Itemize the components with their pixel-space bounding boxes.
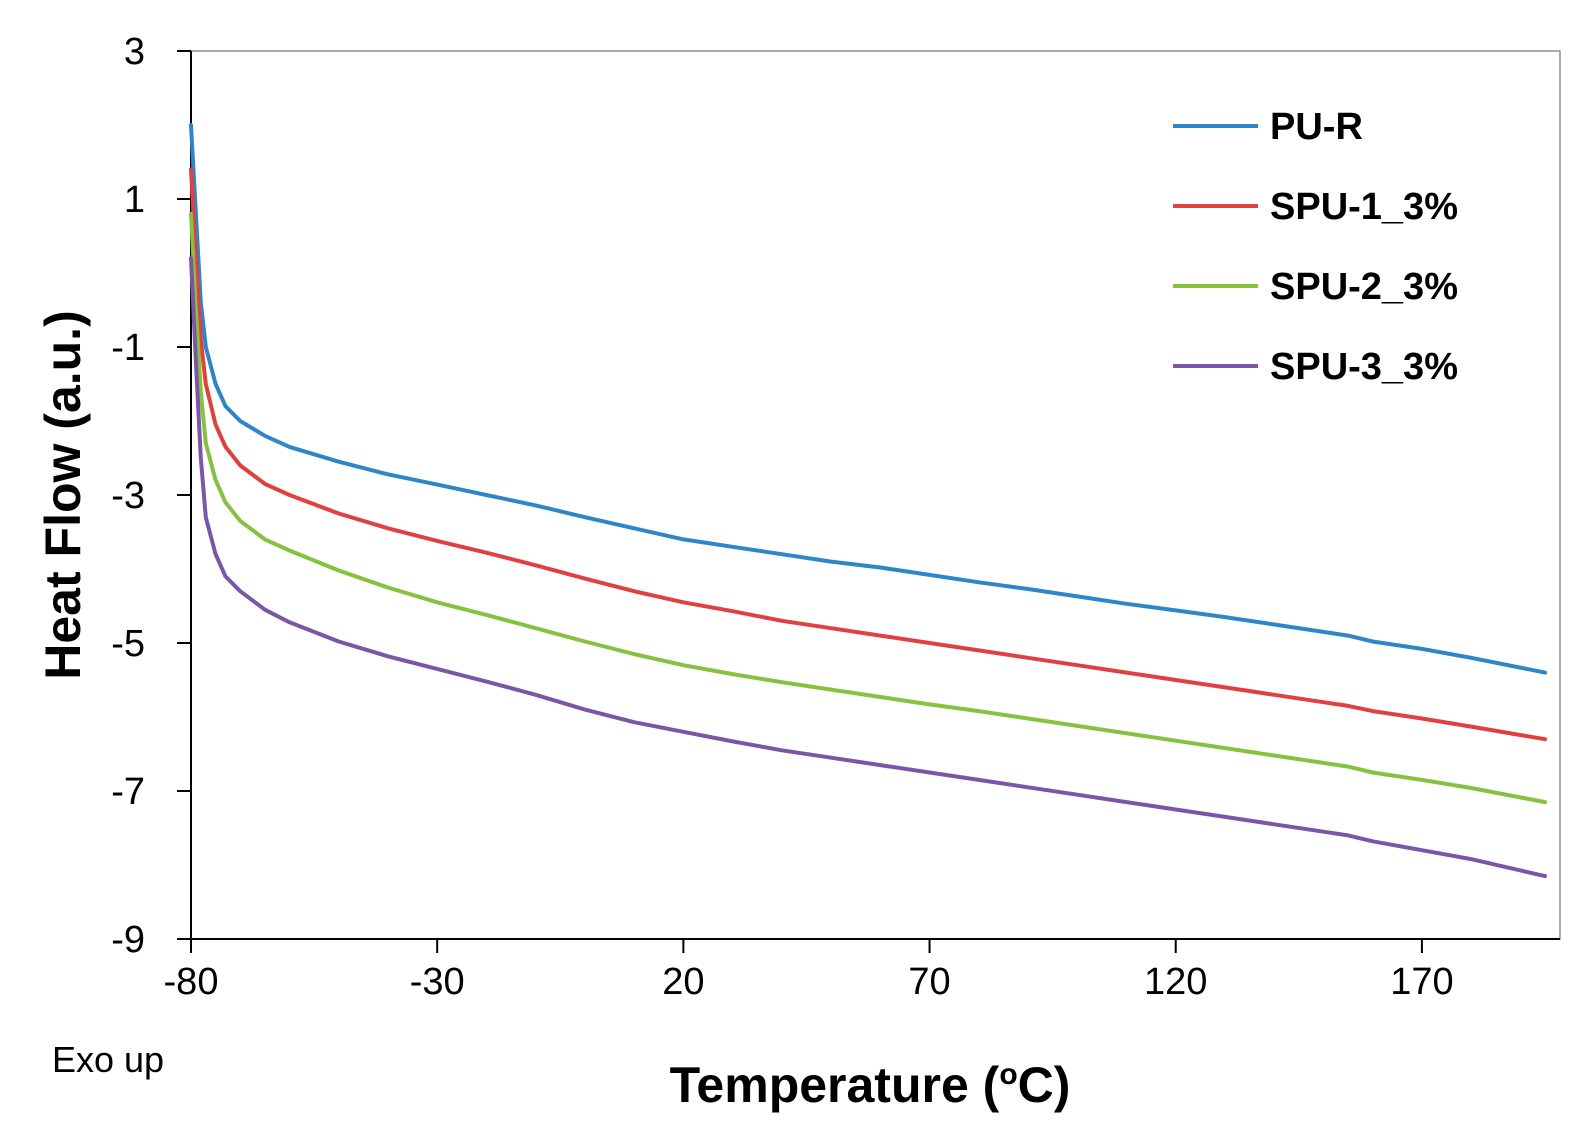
x-tick-label: 20 xyxy=(662,961,704,1003)
y-tick-label: -5 xyxy=(111,623,145,665)
y-tick-label: -9 xyxy=(111,919,145,961)
x-axis-title-degree: o xyxy=(999,1058,1017,1091)
y-tick-label: -1 xyxy=(111,327,145,369)
x-axis: -80 -30 20 70 120 170 xyxy=(164,938,1560,1003)
x-tick-label: 170 xyxy=(1390,961,1453,1003)
series-line-pu-r xyxy=(189,123,1547,675)
legend-label-spu-1-3: SPU-1_3% xyxy=(1270,186,1458,228)
x-tick-label: -30 xyxy=(410,961,465,1003)
legend-label-spu-3-3: SPU-3_3% xyxy=(1270,346,1458,388)
y-axis: 3 1 -1 -3 -5 -7 -9 xyxy=(111,31,192,961)
y-tick-label: 3 xyxy=(124,31,145,73)
plot-frame xyxy=(190,50,1561,940)
series-layer xyxy=(189,123,1547,879)
legend-label-spu-2-3: SPU-2_3% xyxy=(1270,266,1458,308)
series-line-spu-1-3 xyxy=(189,167,1547,742)
x-axis-title-unit: C) xyxy=(1018,1057,1071,1113)
series-line-spu-3-3 xyxy=(189,256,1547,879)
x-tick-label: 70 xyxy=(908,961,950,1003)
y-tick-label: 1 xyxy=(124,179,145,221)
series-line-spu-2-3 xyxy=(189,211,1547,805)
y-axis-title: Heat Flow (a.u.) xyxy=(35,310,91,679)
legend-label-pu-r: PU-R xyxy=(1270,106,1363,148)
legend: PU-R SPU-1_3% SPU-2_3% SPU-3_3% xyxy=(1173,106,1458,388)
y-tick-label: -3 xyxy=(111,475,145,517)
exo-up-note: Exo up xyxy=(52,1039,164,1080)
x-tick-label: 120 xyxy=(1144,961,1207,1003)
x-axis-title-main: Temperature ( xyxy=(670,1057,1000,1113)
x-tick-label: -80 xyxy=(164,961,219,1003)
y-tick-label: -7 xyxy=(111,771,145,813)
x-axis-title: Temperature (oC) xyxy=(670,1057,1071,1113)
